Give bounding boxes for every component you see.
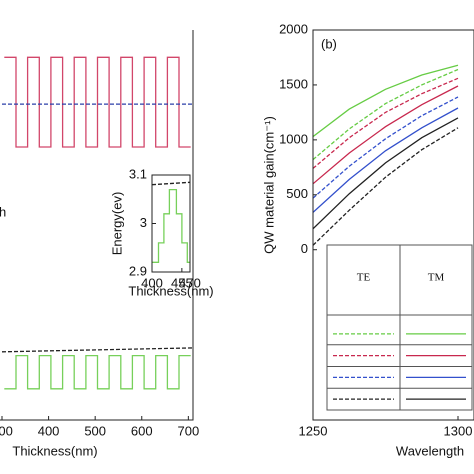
y-tick-label: 2.9	[129, 263, 147, 278]
plot-lines	[313, 64, 459, 246]
x-axis-label: Thickness(nm)	[128, 283, 213, 298]
series-line	[152, 188, 190, 263]
series-line	[313, 64, 459, 138]
series-line	[4, 354, 191, 390]
series-line	[152, 181, 190, 186]
y-tick-label: 1000	[279, 131, 308, 146]
series-line	[4, 56, 191, 148]
x-tick-label: 700	[177, 423, 199, 438]
y-tick-label: 500	[286, 186, 308, 201]
x-tick-label: 600	[131, 423, 153, 438]
series-line	[313, 107, 459, 213]
y-tick-label: 3.1	[129, 166, 147, 181]
y-tick-label: 1500	[279, 76, 308, 91]
x-tick-label: 1300	[444, 423, 473, 438]
series-line	[313, 117, 459, 230]
annotation: h	[0, 204, 6, 219]
y-axis-label: QW material gain(cm⁻¹)	[261, 116, 276, 254]
x-tick-label: 400	[38, 423, 60, 438]
y-axis-label: Energy(ev)	[109, 192, 124, 256]
x-tick-label: 400	[141, 275, 163, 290]
y-tick-label: 3	[140, 215, 147, 230]
legend-header: TE	[357, 272, 371, 284]
x-tick-label: 500	[84, 423, 106, 438]
series-line	[313, 77, 459, 169]
series-line	[313, 127, 459, 246]
x-tick-label: 470	[179, 275, 201, 290]
series-line	[1, 347, 193, 353]
panel-label: (b)	[321, 36, 337, 51]
axes-frame	[312, 29, 474, 421]
series-line	[313, 85, 459, 185]
x-tick-label: 300	[0, 423, 13, 438]
y-tick-label: 2000	[279, 21, 308, 36]
x-tick-label: 455	[171, 275, 193, 290]
x-axis-label: Thickness(nm)	[12, 443, 97, 458]
x-axis-label: Wavelength	[396, 443, 464, 458]
plot-lines	[1, 56, 193, 390]
x-tick-label: 1250	[299, 423, 328, 438]
series-line	[313, 96, 459, 199]
legend-header: TM	[428, 272, 445, 284]
plot-lines	[152, 181, 190, 263]
y-tick-label: 0	[301, 241, 308, 256]
series-line	[313, 68, 459, 161]
axes-frame	[0, 30, 194, 421]
